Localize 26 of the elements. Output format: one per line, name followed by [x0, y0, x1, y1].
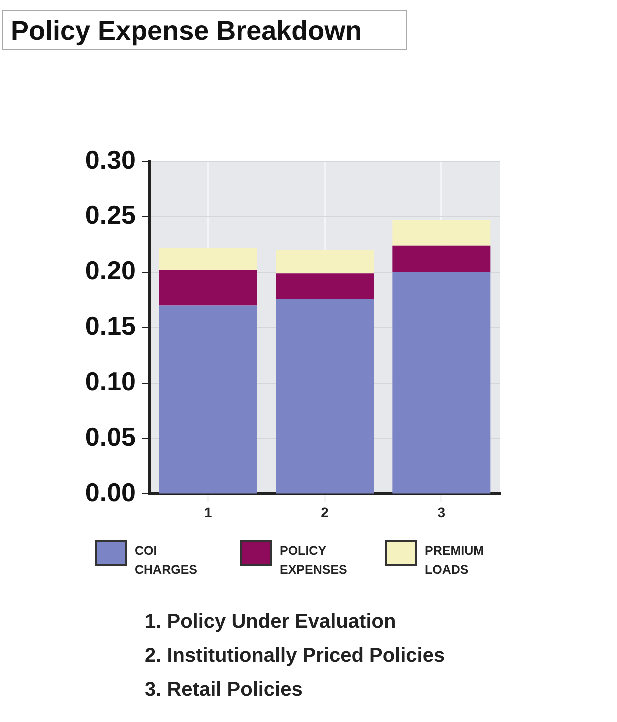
x-tick-label: 3: [438, 504, 446, 520]
x-tick-label: 1: [204, 504, 212, 520]
bar: [392, 220, 491, 246]
y-tick-label: 0.10: [85, 366, 136, 397]
y-tick-label: 0.30: [85, 144, 136, 175]
bar: [392, 246, 491, 272]
bar: [159, 270, 258, 306]
bar: [392, 272, 491, 494]
text: 1. Policy Under Evaluation: [145, 610, 398, 635]
chart-title: Policy Expense Breakdown: [2, 10, 407, 50]
x-tick-label: 2: [321, 504, 330, 520]
bar: [159, 248, 258, 270]
y-tick-label: 0.15: [85, 311, 136, 342]
legend-label: POLICY EXPENSES: [280, 543, 348, 579]
y-tick-label: 0.25: [85, 200, 136, 230]
legend-label: PREMIUM LOADS: [425, 543, 486, 579]
bar: [276, 250, 374, 274]
legend-label: COI CHARGES: [135, 543, 199, 579]
y-tick-label: 0.00: [85, 477, 136, 508]
bar: [276, 274, 374, 300]
text: 3. Retail Policies: [145, 678, 304, 703]
text: 2. Institutionally Priced Policies: [145, 644, 446, 669]
bar: [159, 306, 258, 494]
y-tick-label: 0.05: [85, 422, 136, 452]
bar: [276, 299, 374, 494]
y-tick-label: 0.20: [85, 256, 136, 286]
